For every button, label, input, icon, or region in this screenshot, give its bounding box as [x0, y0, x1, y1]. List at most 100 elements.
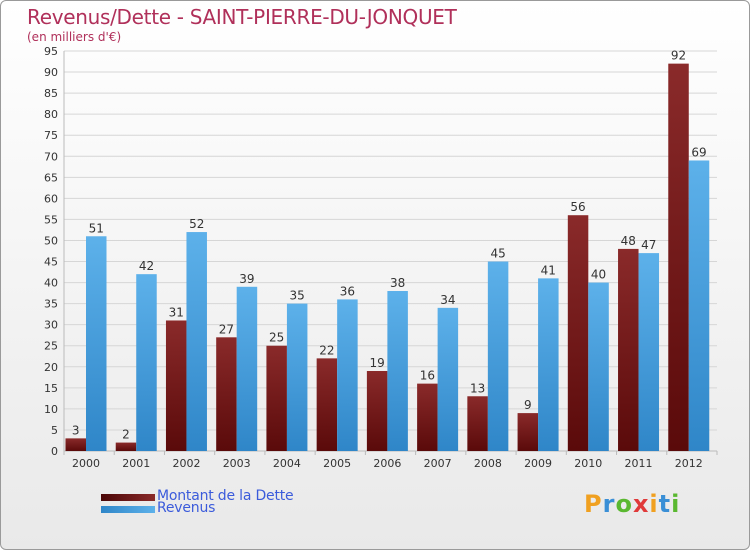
data-label: 34	[440, 293, 455, 307]
x-tick-label: 2002	[172, 457, 200, 470]
y-tick-label: 0	[51, 445, 58, 458]
legend-label-revenus: Revenus	[157, 500, 216, 516]
bar-dette	[216, 337, 237, 451]
data-label: 13	[470, 381, 485, 395]
data-label: 35	[290, 289, 305, 303]
bar-dette	[618, 248, 639, 451]
x-tick-label: 2008	[474, 457, 502, 470]
logo-letter: r	[602, 490, 616, 518]
y-tick-label: 90	[44, 66, 58, 79]
bar-revenus	[487, 261, 509, 451]
data-label: 42	[139, 259, 154, 273]
x-tick-label: 2007	[424, 457, 452, 470]
y-tick-label: 20	[44, 361, 58, 374]
bar-dette	[165, 320, 187, 451]
x-tick-label: 2005	[323, 457, 351, 470]
data-label: 9	[524, 398, 532, 412]
logo-letter: i	[671, 490, 681, 518]
data-label: 36	[340, 284, 355, 298]
y-tick-label: 80	[44, 108, 58, 121]
bar-revenus	[437, 307, 459, 451]
data-label: 27	[219, 322, 234, 336]
chart-title: Revenus/Dette - SAINT-PIERRE-DU-JONQUET	[27, 5, 457, 29]
data-label: 48	[621, 234, 636, 248]
data-label: 56	[570, 200, 585, 214]
data-label: 39	[239, 272, 254, 286]
y-tick-label: 15	[44, 382, 58, 395]
data-label: 45	[490, 247, 505, 261]
bar-revenus	[136, 274, 157, 451]
data-label: 92	[671, 49, 686, 63]
x-tick-label: 2003	[223, 457, 251, 470]
data-label: 40	[591, 268, 606, 282]
x-tick-label: 2001	[122, 457, 150, 470]
legend-label-debt: Montant de la Dette	[157, 488, 294, 504]
logo-letter: o	[615, 490, 633, 518]
bar-revenus	[86, 236, 107, 451]
y-tick-label: 25	[44, 340, 58, 353]
bar-dette	[517, 413, 539, 451]
logo-letter: P	[584, 490, 603, 518]
bar-revenus	[638, 253, 660, 451]
y-tick-label: 75	[44, 129, 58, 142]
bar-layer	[65, 63, 710, 451]
bar-dette	[417, 383, 438, 451]
y-tick-label: 5	[51, 424, 58, 437]
proxiti-logo: Proxiti	[584, 490, 680, 518]
bar-dette	[115, 442, 137, 451]
logo-letter: i	[649, 490, 659, 518]
x-tick-label: 2004	[273, 457, 301, 470]
data-label: 41	[541, 263, 556, 277]
bar-revenus	[186, 232, 207, 451]
y-tick-label: 70	[44, 150, 58, 163]
bar-revenus	[236, 286, 258, 451]
x-tick-label: 2010	[574, 457, 602, 470]
bar-revenus	[337, 299, 358, 451]
label-layer: 0510152025303540455055606570758085909535…	[44, 45, 707, 470]
x-tick-label: 2006	[373, 457, 401, 470]
y-tick-label: 85	[44, 87, 58, 100]
bar-dette	[668, 63, 689, 451]
data-label: 31	[169, 305, 184, 319]
y-tick-label: 30	[44, 319, 58, 332]
data-label: 69	[691, 145, 706, 159]
bar-dette	[567, 215, 589, 451]
y-tick-label: 55	[44, 213, 58, 226]
x-tick-label: 2009	[524, 457, 552, 470]
bar-dette	[316, 358, 338, 451]
bar-dette	[266, 345, 287, 451]
bar-revenus	[688, 160, 710, 451]
logo-letter: x	[632, 490, 650, 518]
bar-dette	[366, 371, 388, 451]
data-label: 51	[89, 221, 104, 235]
y-tick-label: 60	[44, 192, 58, 205]
y-tick-label: 45	[44, 256, 58, 269]
bar-revenus	[538, 278, 559, 451]
y-tick-label: 50	[44, 234, 58, 247]
y-tick-label: 65	[44, 171, 58, 184]
data-label: 19	[369, 356, 384, 370]
data-label: 52	[189, 217, 204, 231]
bar-revenus	[588, 282, 609, 451]
y-tick-label: 10	[44, 403, 58, 416]
y-tick-label: 35	[44, 298, 58, 311]
chart-subtitle: (en milliers d'€)	[27, 30, 122, 44]
bar-revenus	[286, 303, 308, 451]
x-tick-label: 2011	[625, 457, 653, 470]
legend-swatch-revenus	[101, 506, 155, 513]
data-label: 16	[420, 369, 435, 383]
logo-letter: t	[658, 490, 672, 518]
y-tick-label: 40	[44, 277, 58, 290]
data-label: 25	[269, 331, 284, 345]
bar-dette	[467, 396, 488, 451]
y-tick-label: 95	[44, 45, 58, 58]
data-label: 38	[390, 276, 405, 290]
data-label: 47	[641, 238, 656, 252]
data-label: 2	[122, 428, 130, 442]
bar-revenus	[387, 291, 408, 451]
x-tick-label: 2012	[675, 457, 703, 470]
bar-dette	[65, 438, 86, 451]
data-label: 3	[72, 423, 80, 437]
